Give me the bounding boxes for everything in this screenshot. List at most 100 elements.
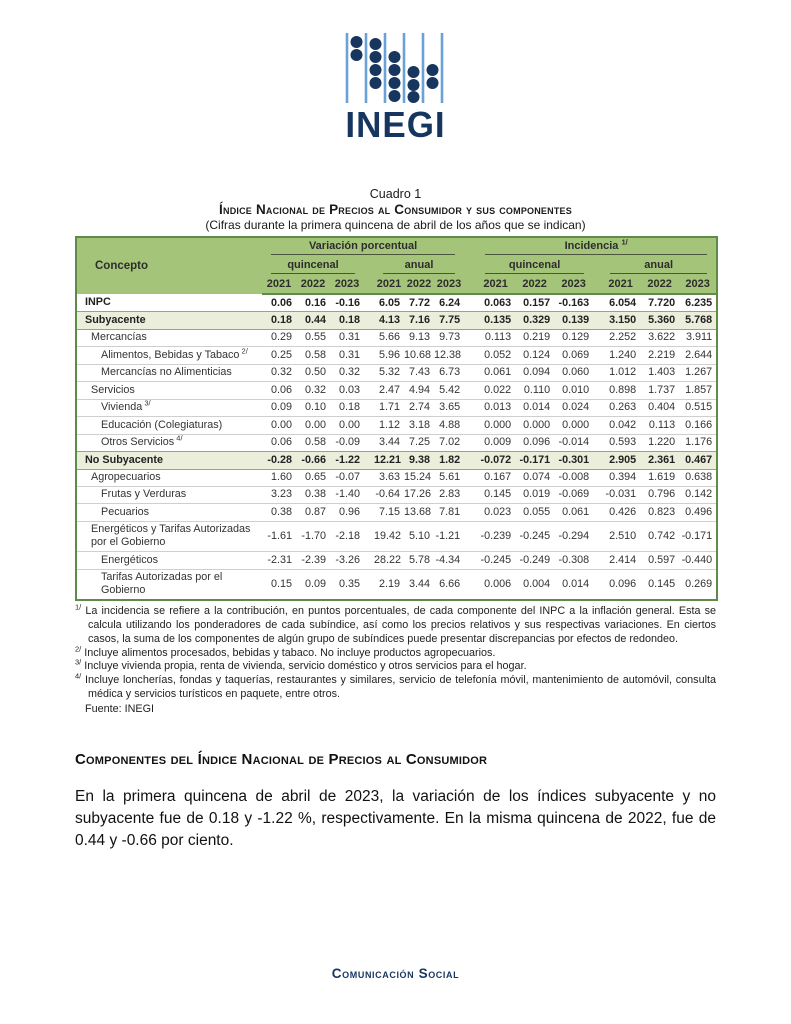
value-cell: 3.150 xyxy=(601,311,641,330)
value-cell: 0.157 xyxy=(515,294,555,313)
table-row: Vivienda 3/0.09 0.10 0.18 1.71 2.74 3.65 0.013… xyxy=(76,398,718,417)
value-cell: 13.68 xyxy=(404,503,434,522)
value-cell: 3.44 xyxy=(404,568,434,601)
value-cell: 12.38 xyxy=(434,346,465,365)
value-cell: 6.73 xyxy=(434,363,465,382)
table-header: Concepto Variación porcentual Incidencia… xyxy=(76,237,718,295)
value-cell: 0.139 xyxy=(554,311,594,330)
value-cell: 0.060 xyxy=(554,363,594,382)
table-caption: Cuadro 1 xyxy=(369,187,422,201)
value-cell: 4.94 xyxy=(404,381,434,400)
value-cell: 0.263 xyxy=(601,398,641,417)
value-cell: 7.15 xyxy=(374,503,404,522)
column-gap xyxy=(593,294,602,313)
value-cell: 0.014 xyxy=(554,568,594,601)
value-cell: 0.35 xyxy=(330,568,364,601)
value-cell: 1.267 xyxy=(679,363,718,382)
value-cell: 2.83 xyxy=(434,485,465,504)
column-gap xyxy=(593,520,602,552)
value-cell: 28.22 xyxy=(374,551,404,570)
value-cell: 7.25 xyxy=(404,433,434,452)
table-row: No Subyacente -0.28 -0.66 -1.22 12.21 9.38 1.8… xyxy=(76,451,718,470)
value-cell: -0.245 xyxy=(515,520,555,552)
column-gap xyxy=(464,363,477,382)
header-gap xyxy=(464,257,477,276)
value-cell: 0.898 xyxy=(601,381,641,400)
year-header: 2023 xyxy=(434,276,465,295)
value-cell: 0.124 xyxy=(515,346,555,365)
column-gap xyxy=(464,433,477,452)
value-cell: 0.597 xyxy=(640,551,680,570)
value-cell: 0.65 xyxy=(296,468,330,487)
column-gap xyxy=(464,381,477,400)
value-cell: 9.13 xyxy=(404,328,434,347)
value-cell: 0.25 xyxy=(262,346,296,365)
value-cell: -0.031 xyxy=(601,485,641,504)
value-cell: 0.014 xyxy=(515,398,555,417)
value-cell: 0.113 xyxy=(640,416,680,435)
table-title: Índice Nacional de Precios al Consumidor… xyxy=(219,202,572,217)
value-cell: -1.21 xyxy=(434,520,465,552)
value-cell: 3.23 xyxy=(262,485,296,504)
value-cell: -4.34 xyxy=(434,551,465,570)
value-cell: 0.496 xyxy=(679,503,718,522)
value-cell: -0.16 xyxy=(330,294,364,313)
year-header: 2021 xyxy=(476,276,516,295)
value-cell: 0.823 xyxy=(640,503,680,522)
value-cell: 0.55 xyxy=(296,328,330,347)
value-cell: 0.18 xyxy=(262,311,296,330)
value-cell: -1.40 xyxy=(330,485,364,504)
value-cell: 3.65 xyxy=(434,398,465,417)
value-cell: 1.737 xyxy=(640,381,680,400)
row-label: Energéticos y Tarifas Autorizadas por el… xyxy=(76,520,262,552)
value-cell: -3.26 xyxy=(330,551,364,570)
section-heading: Componentes del Índice Nacional de Preci… xyxy=(75,750,488,768)
value-cell: 19.42 xyxy=(374,520,404,552)
value-cell: 0.00 xyxy=(296,416,330,435)
value-cell: -0.171 xyxy=(679,520,718,552)
value-cell: 0.135 xyxy=(476,311,516,330)
table-row: Subyacente 0.18 0.44 0.18 4.13 7.16 7.75 0.135 0… xyxy=(76,311,718,330)
value-cell: -0.301 xyxy=(554,451,594,470)
table-row: Mercancías no Alimenticias 0.32 0.50 0.32 5.… xyxy=(76,363,718,382)
row-label: Tarifas Autorizadas por el Gobierno xyxy=(76,568,262,601)
value-cell: 7.43 xyxy=(404,363,434,382)
row-label: Alimentos, Bebidas y Tabaco 2/ xyxy=(76,346,262,365)
source-line: Fuente: INEGI xyxy=(85,702,155,715)
value-cell: 1.619 xyxy=(640,468,680,487)
value-cell: 6.235 xyxy=(679,294,718,313)
value-cell: -0.294 xyxy=(554,520,594,552)
value-cell: 0.394 xyxy=(601,468,641,487)
value-cell: -1.61 xyxy=(262,520,296,552)
table-row: Tarifas Autorizadas por el Gobierno 0.15 0… xyxy=(76,568,718,601)
value-cell: 0.094 xyxy=(515,363,555,382)
column-gap xyxy=(364,568,374,601)
value-cell: 0.32 xyxy=(330,363,364,382)
column-gap xyxy=(364,381,374,400)
value-cell: 5.66 xyxy=(374,328,404,347)
inpc-table: Concepto Variación porcentual Incidencia… xyxy=(75,236,719,602)
value-cell: 0.145 xyxy=(640,568,680,601)
value-cell: 0.113 xyxy=(476,328,516,347)
value-cell: 5.32 xyxy=(374,363,404,382)
inegi-logo: INEGI xyxy=(0,0,791,143)
year-header: 2021 xyxy=(262,276,296,295)
value-cell: 0.000 xyxy=(515,416,555,435)
subgroup-anual-var: anual xyxy=(374,257,465,276)
value-cell: 0.467 xyxy=(679,451,718,470)
value-cell: 6.05 xyxy=(374,294,404,313)
value-cell: 0.010 xyxy=(554,381,594,400)
row-label: Servicios xyxy=(76,381,262,400)
value-cell: 6.24 xyxy=(434,294,465,313)
subgroup-quincenal-var: quincenal xyxy=(262,257,364,276)
value-cell: 0.796 xyxy=(640,485,680,504)
column-gap xyxy=(364,520,374,552)
value-cell: -0.239 xyxy=(476,520,516,552)
value-cell: 0.023 xyxy=(476,503,516,522)
year-header: 2022 xyxy=(404,276,434,295)
year-header: 2023 xyxy=(330,276,364,295)
value-cell: -0.07 xyxy=(330,468,364,487)
value-cell: 1.012 xyxy=(601,363,641,382)
value-cell: 3.18 xyxy=(404,416,434,435)
